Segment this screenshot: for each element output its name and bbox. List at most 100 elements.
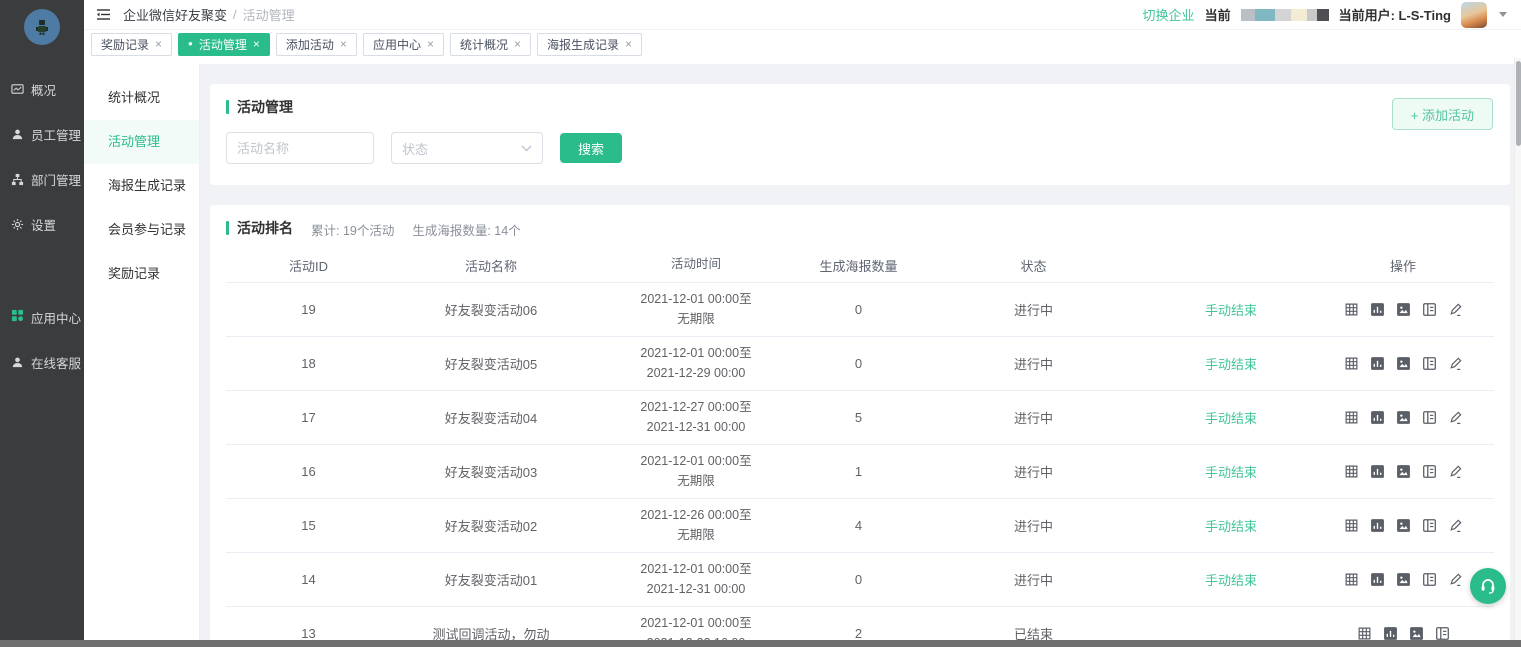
detail-icon[interactable] bbox=[1435, 626, 1450, 641]
company-name-redacted bbox=[1240, 8, 1329, 21]
grid-icon[interactable] bbox=[1344, 572, 1359, 587]
tab-activity-management[interactable]: ● 活动管理 × bbox=[178, 32, 270, 56]
image-icon[interactable] bbox=[1396, 464, 1411, 479]
chart-icon[interactable] bbox=[1370, 518, 1385, 533]
cell-activity-id: 19 bbox=[301, 302, 316, 317]
detail-icon[interactable] bbox=[1422, 572, 1437, 587]
table-header-row: 活动ID 活动名称 活动时间 生成海报数量 状态 操作 bbox=[226, 248, 1494, 282]
sidebar-item-online-service[interactable]: 在线客服 bbox=[0, 352, 84, 372]
edit-icon[interactable] bbox=[1448, 572, 1463, 587]
topbar-right: 切换企业 当前 当前用户: L-S-Ting bbox=[1142, 1, 1507, 28]
image-icon[interactable] bbox=[1396, 518, 1411, 533]
chart-icon[interactable] bbox=[1383, 626, 1398, 641]
sidebar-item-overview[interactable]: 概况 bbox=[0, 79, 84, 99]
menu-collapse-icon[interactable] bbox=[96, 8, 111, 21]
chart-icon[interactable] bbox=[1370, 356, 1385, 371]
grid-icon[interactable] bbox=[1357, 626, 1372, 641]
submenu-item-poster-records[interactable]: 海报生成记录 bbox=[108, 178, 187, 193]
grid-icon[interactable] bbox=[1344, 464, 1359, 479]
add-activity-button[interactable]: + 添加活动 bbox=[1391, 98, 1493, 130]
close-icon[interactable]: × bbox=[339, 37, 347, 51]
cell-operations bbox=[1311, 356, 1495, 371]
cell-activity-id: 18 bbox=[301, 356, 316, 371]
submenu-item-reward-records[interactable]: 奖励记录 bbox=[108, 266, 161, 281]
edit-icon[interactable] bbox=[1448, 302, 1463, 317]
current-user-label: 当前用户: L-S-Ting bbox=[1338, 8, 1451, 23]
edit-icon[interactable] bbox=[1448, 410, 1463, 425]
tabbar: 奖励记录 × ● 活动管理 × 添加活动 × 应用中心 × 统计概况 × 海报生成记录 × bbox=[84, 30, 1521, 64]
summary-total: 累计: 19个活动 bbox=[311, 224, 395, 238]
app-logo[interactable] bbox=[24, 9, 60, 45]
scrollbar-thumb[interactable] bbox=[1516, 61, 1521, 146]
submenu-item-member-records[interactable]: 会员参与记录 bbox=[108, 222, 187, 237]
section-accent-bar bbox=[226, 221, 229, 235]
tab-app-center[interactable]: 应用中心 × bbox=[362, 32, 444, 56]
search-button[interactable]: 搜索 bbox=[560, 133, 623, 163]
grid-icon[interactable] bbox=[1344, 302, 1359, 317]
chevron-down-icon bbox=[521, 145, 532, 151]
edit-icon[interactable] bbox=[1448, 518, 1463, 533]
user-avatar[interactable] bbox=[1461, 1, 1487, 28]
chevron-down-icon[interactable] bbox=[1499, 12, 1507, 17]
table-row: 14 好友裂变活动01 2021-12-01 00:00至 2021-12-31… bbox=[226, 552, 1494, 606]
active-dot-icon: ● bbox=[188, 39, 193, 48]
switch-company-link[interactable]: 切换企业 bbox=[1142, 8, 1195, 23]
detail-icon[interactable] bbox=[1422, 464, 1437, 479]
submenu-item-stats-overview[interactable]: 统计概况 bbox=[108, 90, 161, 105]
image-icon[interactable] bbox=[1396, 356, 1411, 371]
chart-icon[interactable] bbox=[1370, 410, 1385, 425]
manual-end-link[interactable]: 手动结束 bbox=[1204, 573, 1257, 588]
edit-icon[interactable] bbox=[1448, 464, 1463, 479]
image-icon[interactable] bbox=[1409, 626, 1424, 641]
sidebar-rail: 概况 员工管理 部门管理 设置 应用中心 在线客服 bbox=[0, 0, 84, 647]
manual-end-link[interactable]: 手动结束 bbox=[1204, 303, 1257, 318]
time-end: 2021-12-31 00:00 bbox=[646, 581, 746, 596]
sidebar-item-department-management[interactable]: 部门管理 bbox=[0, 169, 84, 189]
submenu-item-activity-management[interactable]: 活动管理 bbox=[84, 120, 199, 164]
grid-icon[interactable] bbox=[1344, 410, 1359, 425]
table-row: 17 好友裂变活动04 2021-12-27 00:00至 2021-12-31… bbox=[226, 390, 1494, 444]
close-icon[interactable]: × bbox=[513, 37, 521, 51]
horizontal-scrollbar[interactable] bbox=[0, 640, 1521, 647]
customer-service-button[interactable] bbox=[1470, 568, 1506, 604]
col-header-activity-name: 活动名称 bbox=[464, 258, 517, 274]
cell-end-action: 手动结束 bbox=[1151, 516, 1311, 535]
tab-reward-records[interactable]: 奖励记录 × bbox=[91, 32, 173, 56]
detail-icon[interactable] bbox=[1422, 410, 1437, 425]
activity-name-input[interactable] bbox=[226, 132, 374, 164]
close-icon[interactable]: × bbox=[155, 37, 163, 51]
chart-icon[interactable] bbox=[1370, 302, 1385, 317]
close-icon[interactable]: × bbox=[625, 37, 633, 51]
manual-end-link[interactable]: 手动结束 bbox=[1204, 465, 1257, 480]
grid-icon[interactable] bbox=[1344, 518, 1359, 533]
breadcrumb-app: 企业微信好友聚变 bbox=[123, 8, 228, 23]
edit-icon[interactable] bbox=[1448, 356, 1463, 371]
col-header-activity-time: 活动时间 bbox=[670, 257, 721, 272]
vertical-scrollbar[interactable] bbox=[1514, 58, 1521, 640]
grid-icon[interactable] bbox=[1344, 356, 1359, 371]
sidebar-item-app-center[interactable]: 应用中心 bbox=[0, 307, 84, 327]
image-icon[interactable] bbox=[1396, 410, 1411, 425]
chart-icon[interactable] bbox=[1370, 572, 1385, 587]
chart-icon[interactable] bbox=[1370, 464, 1385, 479]
tab-add-activity[interactable]: 添加活动 × bbox=[275, 32, 357, 56]
image-icon[interactable] bbox=[1396, 572, 1411, 587]
manual-end-link[interactable]: 手动结束 bbox=[1204, 519, 1257, 534]
detail-icon[interactable] bbox=[1422, 518, 1437, 533]
status-select[interactable]: 状态 bbox=[391, 132, 543, 164]
section-accent-bar bbox=[226, 100, 229, 114]
status-select-placeholder: 状态 bbox=[402, 141, 429, 157]
detail-icon[interactable] bbox=[1422, 302, 1437, 317]
close-icon[interactable]: × bbox=[426, 37, 434, 51]
cell-activity-time: 2021-12-27 00:00至 2021-12-31 00:00 bbox=[591, 398, 801, 437]
close-icon[interactable]: × bbox=[252, 37, 260, 51]
time-start: 2021-12-26 00:00至 bbox=[640, 508, 752, 523]
image-icon[interactable] bbox=[1396, 302, 1411, 317]
tab-poster-records[interactable]: 海报生成记录 × bbox=[537, 32, 643, 56]
sidebar-item-employee-management[interactable]: 员工管理 bbox=[0, 124, 84, 144]
detail-icon[interactable] bbox=[1422, 356, 1437, 371]
tab-stats-overview[interactable]: 统计概况 × bbox=[449, 32, 531, 56]
manual-end-link[interactable]: 手动结束 bbox=[1204, 357, 1257, 372]
sidebar-item-settings[interactable]: 设置 bbox=[0, 214, 84, 234]
manual-end-link[interactable]: 手动结束 bbox=[1204, 411, 1257, 426]
